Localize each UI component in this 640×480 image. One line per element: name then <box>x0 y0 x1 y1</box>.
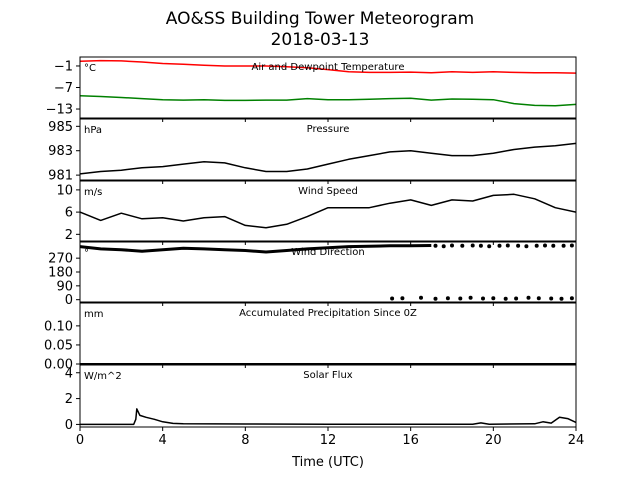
panel-solar: 4 2 0 W/m^2 Solar Flux <box>65 364 577 433</box>
wdir-point-2-3 <box>433 296 438 301</box>
panel-series-solar <box>80 408 576 426</box>
solar-panel-label: Solar Flux <box>303 370 353 381</box>
solar-unit-label: W/m^2 <box>84 371 122 382</box>
prcp-ytick-label-1: 0.05 <box>44 338 73 353</box>
wdir-point-2-12 <box>536 296 541 301</box>
wdir-point-1-8 <box>505 243 510 248</box>
wdir-panel-label: Wind Direction <box>291 247 365 258</box>
wdir-point-2-14 <box>559 296 564 301</box>
wdir-point-1-9 <box>516 243 521 248</box>
chart-panels: −1 −7 −13 °C Air and Dewpoint Temperature 985… <box>44 56 577 433</box>
wspd-unit-label: m/s <box>84 187 102 198</box>
x-tick-label-3: 12 <box>320 433 337 448</box>
panel-series-temp <box>80 59 576 107</box>
wspd-ytick-label-2: 2 <box>65 228 73 243</box>
x-axis-label: Time (UTC) <box>291 455 364 470</box>
x-tick-label-0: 0 <box>76 433 84 448</box>
panel-temp: −1 −7 −13 °C Air and Dewpoint Temperature <box>46 56 577 122</box>
wdir-point-2-1 <box>400 296 405 301</box>
temp-ytick-label-1: −7 <box>54 81 73 96</box>
wdir-point-1-14 <box>561 243 566 248</box>
temp-series-line-0 <box>80 59 576 74</box>
panel-pres: 985 983 981 hPa Pressure <box>48 118 577 184</box>
prcp-ytick-label-2: 0.00 <box>44 358 73 373</box>
x-tick-label-5: 20 <box>485 433 502 448</box>
wdir-point-1-10 <box>524 244 529 249</box>
wspd-panel-label: Wind Speed <box>298 186 358 197</box>
wdir-point-2-8 <box>491 296 496 301</box>
panel-series-wspd <box>80 193 576 229</box>
wdir-point-1-2 <box>450 243 454 248</box>
wdir-point-2-4 <box>445 296 450 301</box>
wdir-point-2-7 <box>481 296 485 301</box>
pres-panel-label: Pressure <box>307 124 350 135</box>
panel-wspd: 10 6 2 m/s Wind Speed <box>56 180 577 245</box>
wdir-point-1-6 <box>487 244 492 249</box>
solar-series-line-0 <box>80 408 576 426</box>
wdir-point-2-5 <box>458 296 463 301</box>
wdir-point-2-13 <box>549 296 554 301</box>
pres-ytick-label-2: 981 <box>48 169 73 184</box>
temp-ytick-label-2: −13 <box>46 103 73 118</box>
x-tick-label-1: 4 <box>159 433 167 448</box>
wdir-unit-label: ° <box>84 248 89 259</box>
pres-series-line-0 <box>80 142 576 175</box>
pres-ytick-label-0: 985 <box>48 120 73 135</box>
wdir-point-2-2 <box>419 295 423 300</box>
wdir-point-1-3 <box>460 243 465 248</box>
temp-ytick-label-0: −1 <box>54 59 73 74</box>
wdir-point-2-9 <box>503 296 508 301</box>
pres-ytick-label-1: 983 <box>48 144 73 159</box>
pres-unit-label: hPa <box>84 125 102 136</box>
prcp-ytick-label-0: 0.10 <box>44 319 73 334</box>
chart-subtitle: 2018-03-13 <box>271 30 370 50</box>
wdir-point-1-5 <box>478 243 483 248</box>
panel-series-wdir <box>80 243 574 301</box>
x-tick-label-6: 24 <box>568 433 585 448</box>
wdir-point-2-11 <box>526 295 531 300</box>
temp-unit-label: °C <box>84 63 96 74</box>
solar-ytick-label-1: 2 <box>65 392 73 407</box>
wdir-point-1-11 <box>534 243 539 248</box>
wdir-point-1-4 <box>470 243 475 248</box>
wdir-ytick-label-0: 270 <box>48 252 73 267</box>
panel-series-pres <box>80 142 576 175</box>
wdir-ytick-label-2: 90 <box>56 279 73 294</box>
wspd-ytick-label-1: 6 <box>65 206 73 221</box>
panel-prcp: 0.10 0.05 0.00 mm Accumulated Precipitation … <box>44 302 577 373</box>
wdir-series-line-0 <box>80 244 432 254</box>
wdir-ytick-label-1: 180 <box>48 266 73 281</box>
wdir-point-1-7 <box>497 243 502 248</box>
temp-series-line-1 <box>80 95 576 107</box>
x-tick-label-4: 16 <box>402 433 419 448</box>
wdir-point-1-0 <box>433 243 438 248</box>
prcp-unit-label: mm <box>84 309 103 320</box>
wdir-point-1-1 <box>441 244 446 249</box>
x-axis: 0 4 8 12 16 20 24 <box>76 433 584 448</box>
wdir-point-2-15 <box>569 296 574 301</box>
chart-title: AO&SS Building Tower Meteorogram <box>166 9 474 29</box>
wdir-point-1-15 <box>569 243 574 248</box>
temp-panel-label: Air and Dewpoint Temperature <box>252 62 405 73</box>
wdir-point-2-6 <box>468 295 473 300</box>
wdir-point-1-13 <box>551 243 556 248</box>
wdir-point-2-0 <box>390 296 395 301</box>
prcp-panel-label: Accumulated Precipitation Since 0Z <box>239 308 417 319</box>
solar-ytick-label-2: 0 <box>65 418 73 433</box>
wdir-point-2-10 <box>514 296 519 301</box>
wspd-series-line-0 <box>80 193 576 229</box>
x-tick-label-2: 8 <box>241 433 249 448</box>
solar-ytick-label-0: 4 <box>65 366 73 381</box>
wdir-ytick-label-3: 0 <box>65 293 73 308</box>
wdir-point-1-12 <box>543 243 547 248</box>
wspd-ytick-label-0: 10 <box>56 183 73 198</box>
